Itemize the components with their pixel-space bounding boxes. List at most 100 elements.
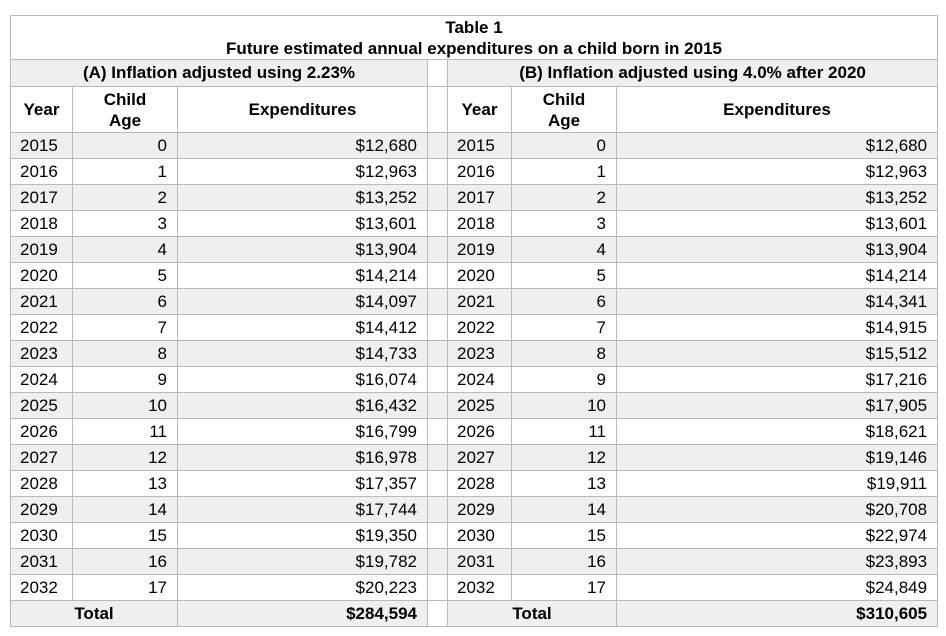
gap-cell: [427, 418, 448, 445]
expenditure-cell-b: $13,601: [615, 210, 939, 237]
gap-cell: [427, 340, 448, 367]
gap-cell: [427, 210, 448, 237]
child-age-cell-b: 2: [511, 184, 617, 211]
year-cell-a: 2028: [10, 470, 73, 497]
child-age-cell-a: 4: [72, 236, 178, 263]
expenditure-cell-b: $19,911: [615, 470, 939, 497]
child-age-cell-b: 13: [511, 470, 617, 497]
gap-cell: [427, 522, 448, 549]
child-age-cell-a: 6: [72, 288, 178, 315]
child-age-cell-a: 17: [72, 574, 178, 601]
year-cell-a: 2023: [10, 340, 73, 367]
gap-cell: [427, 184, 448, 211]
year-cell-a: 2027: [10, 444, 73, 471]
child-age-cell-b: 5: [511, 262, 617, 289]
year-cell-b: 2018: [447, 210, 512, 237]
table-row: 2026 11 $16,799 2026 11 $18,621: [10, 418, 939, 445]
child-age-cell-b: 8: [511, 340, 617, 367]
expenditure-cell-b: $23,893: [615, 548, 939, 575]
section-b-header: (B) Inflation adjusted using 4.0% after …: [446, 59, 939, 87]
child-age-cell-a: 14: [72, 496, 178, 523]
child-age-cell-b: 9: [511, 366, 617, 393]
child-age-cell-a: 1: [72, 158, 178, 185]
table-row: 2032 17 $20,223 2032 17 $24,849: [10, 574, 939, 601]
col-header-age-a: Child Age: [72, 86, 178, 133]
expenditure-cell-b: $22,974: [615, 522, 939, 549]
expenditures-table: Table 1 Future estimated annual expendit…: [9, 15, 939, 627]
expenditure-cell-a: $14,412: [177, 314, 428, 341]
year-cell-a: 2024: [10, 366, 73, 393]
child-age-cell-a: 9: [72, 366, 178, 393]
year-cell-a: 2016: [10, 158, 73, 185]
year-cell-a: 2025: [10, 392, 73, 419]
year-cell-b: 2023: [447, 340, 512, 367]
gap-cell: [427, 314, 448, 341]
child-age-cell-b: 3: [511, 210, 617, 237]
total-value-a: $284,594: [177, 600, 428, 627]
expenditure-cell-a: $13,601: [177, 210, 428, 237]
gap-cell: [427, 470, 448, 497]
year-cell-b: 2027: [447, 444, 512, 471]
expenditure-cell-b: $14,915: [615, 314, 939, 341]
table-subtitle: Future estimated annual expenditures on …: [226, 38, 722, 58]
expenditure-cell-a: $16,074: [177, 366, 428, 393]
year-cell-a: 2017: [10, 184, 73, 211]
table-container: Table 1 Future estimated annual expendit…: [9, 15, 939, 627]
col-header-year-a: Year: [10, 86, 73, 133]
expenditure-cell-b: $18,621: [615, 418, 939, 445]
year-cell-b: 2025: [447, 392, 512, 419]
child-age-cell-b: 7: [511, 314, 617, 341]
col-header-year-b: Year: [447, 86, 512, 133]
expenditure-cell-a: $12,680: [177, 132, 428, 159]
gap-cell: [427, 132, 448, 159]
expenditure-cell-a: $13,252: [177, 184, 428, 211]
expenditure-cell-a: $16,799: [177, 418, 428, 445]
child-age-cell-a: 5: [72, 262, 178, 289]
table-title: Table 1: [445, 17, 503, 37]
year-cell-b: 2026: [447, 418, 512, 445]
year-cell-a: 2032: [10, 574, 73, 601]
child-age-cell-a: 10: [72, 392, 178, 419]
total-row: Total $284,594 Total $310,605: [10, 600, 939, 627]
gap-cell: [427, 236, 448, 263]
year-cell-a: 2031: [10, 548, 73, 575]
child-age-cell-a: 11: [72, 418, 178, 445]
expenditure-cell-a: $16,432: [177, 392, 428, 419]
year-cell-a: 2019: [10, 236, 73, 263]
gap-cell: [427, 444, 448, 471]
expenditure-cell-a: $20,223: [177, 574, 428, 601]
expenditure-cell-b: $14,341: [615, 288, 939, 315]
expenditure-cell-a: $19,350: [177, 522, 428, 549]
expenditure-cell-b: $13,252: [615, 184, 939, 211]
table-row: 2027 12 $16,978 2027 12 $19,146: [10, 444, 939, 471]
year-cell-b: 2031: [447, 548, 512, 575]
year-cell-a: 2022: [10, 314, 73, 341]
table-row: 2020 5 $14,214 2020 5 $14,214: [10, 262, 939, 289]
child-age-cell-a: 13: [72, 470, 178, 497]
year-cell-b: 2030: [447, 522, 512, 549]
child-age-cell-b: 17: [511, 574, 617, 601]
year-cell-b: 2017: [447, 184, 512, 211]
expenditure-cell-a: $17,744: [177, 496, 428, 523]
expenditure-cell-b: $20,708: [615, 496, 939, 523]
gap-cell: [427, 574, 448, 601]
table-row: 2024 9 $16,074 2024 9 $17,216: [10, 366, 939, 393]
expenditure-cell-a: $16,978: [177, 444, 428, 471]
child-age-cell-b: 16: [511, 548, 617, 575]
section-a-header: (A) Inflation adjusted using 2.23%: [10, 59, 428, 87]
table-row: 2031 16 $19,782 2031 16 $23,893: [10, 548, 939, 575]
col-header-exp-a: Expenditures: [177, 86, 428, 133]
child-age-cell-b: 14: [511, 496, 617, 523]
col-header-exp-b: Expenditures: [615, 86, 939, 133]
child-age-cell-b: 12: [511, 444, 617, 471]
gap-cell: [427, 288, 448, 315]
total-label-b: Total: [447, 600, 617, 627]
section-header-row: (A) Inflation adjusted using 2.23% (B) I…: [10, 59, 939, 87]
total-label-a: Total: [10, 600, 178, 627]
child-age-cell-a: 3: [72, 210, 178, 237]
expenditure-cell-b: $19,146: [615, 444, 939, 471]
expenditure-cell-a: $12,963: [177, 158, 428, 185]
gap-cell: [427, 392, 448, 419]
child-age-cell-a: 8: [72, 340, 178, 367]
expenditure-cell-b: $12,680: [615, 132, 939, 159]
